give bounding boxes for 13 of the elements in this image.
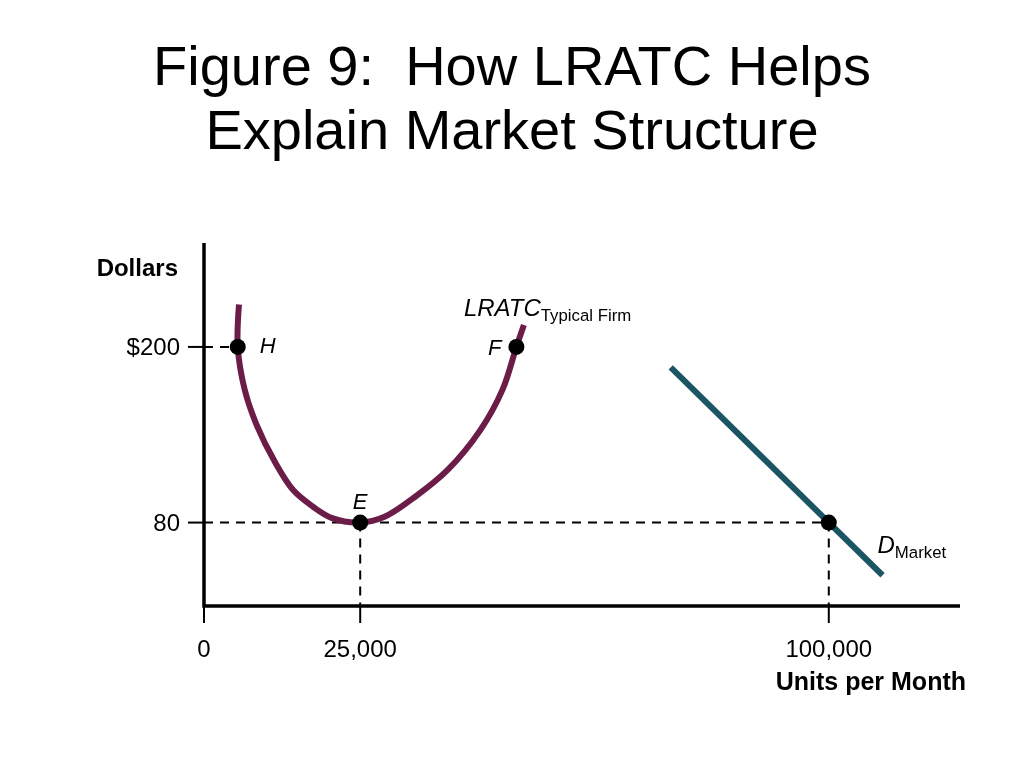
annotation: F — [487, 334, 503, 360]
x-tick-label: 25,000 — [323, 635, 397, 662]
x-tick-label: 0 — [197, 635, 211, 662]
y-tick-label: $200 — [126, 333, 180, 361]
chart-title: Figure 9: How LRATC Helps Explain Market Structure — [153, 34, 871, 161]
series-label: LRATC$_{Typical Firm}$ — [463, 293, 632, 325]
series-label: D$_{Market}$ — [877, 531, 947, 563]
x-axis-title: Units per Month — [775, 667, 966, 695]
y-tick-label: 80 — [153, 508, 180, 536]
annotation: H — [259, 332, 276, 358]
x-tick-label: 100,000 — [785, 635, 873, 662]
annotation: E — [352, 488, 368, 514]
y-axis-title: Dollars — [96, 254, 178, 281]
